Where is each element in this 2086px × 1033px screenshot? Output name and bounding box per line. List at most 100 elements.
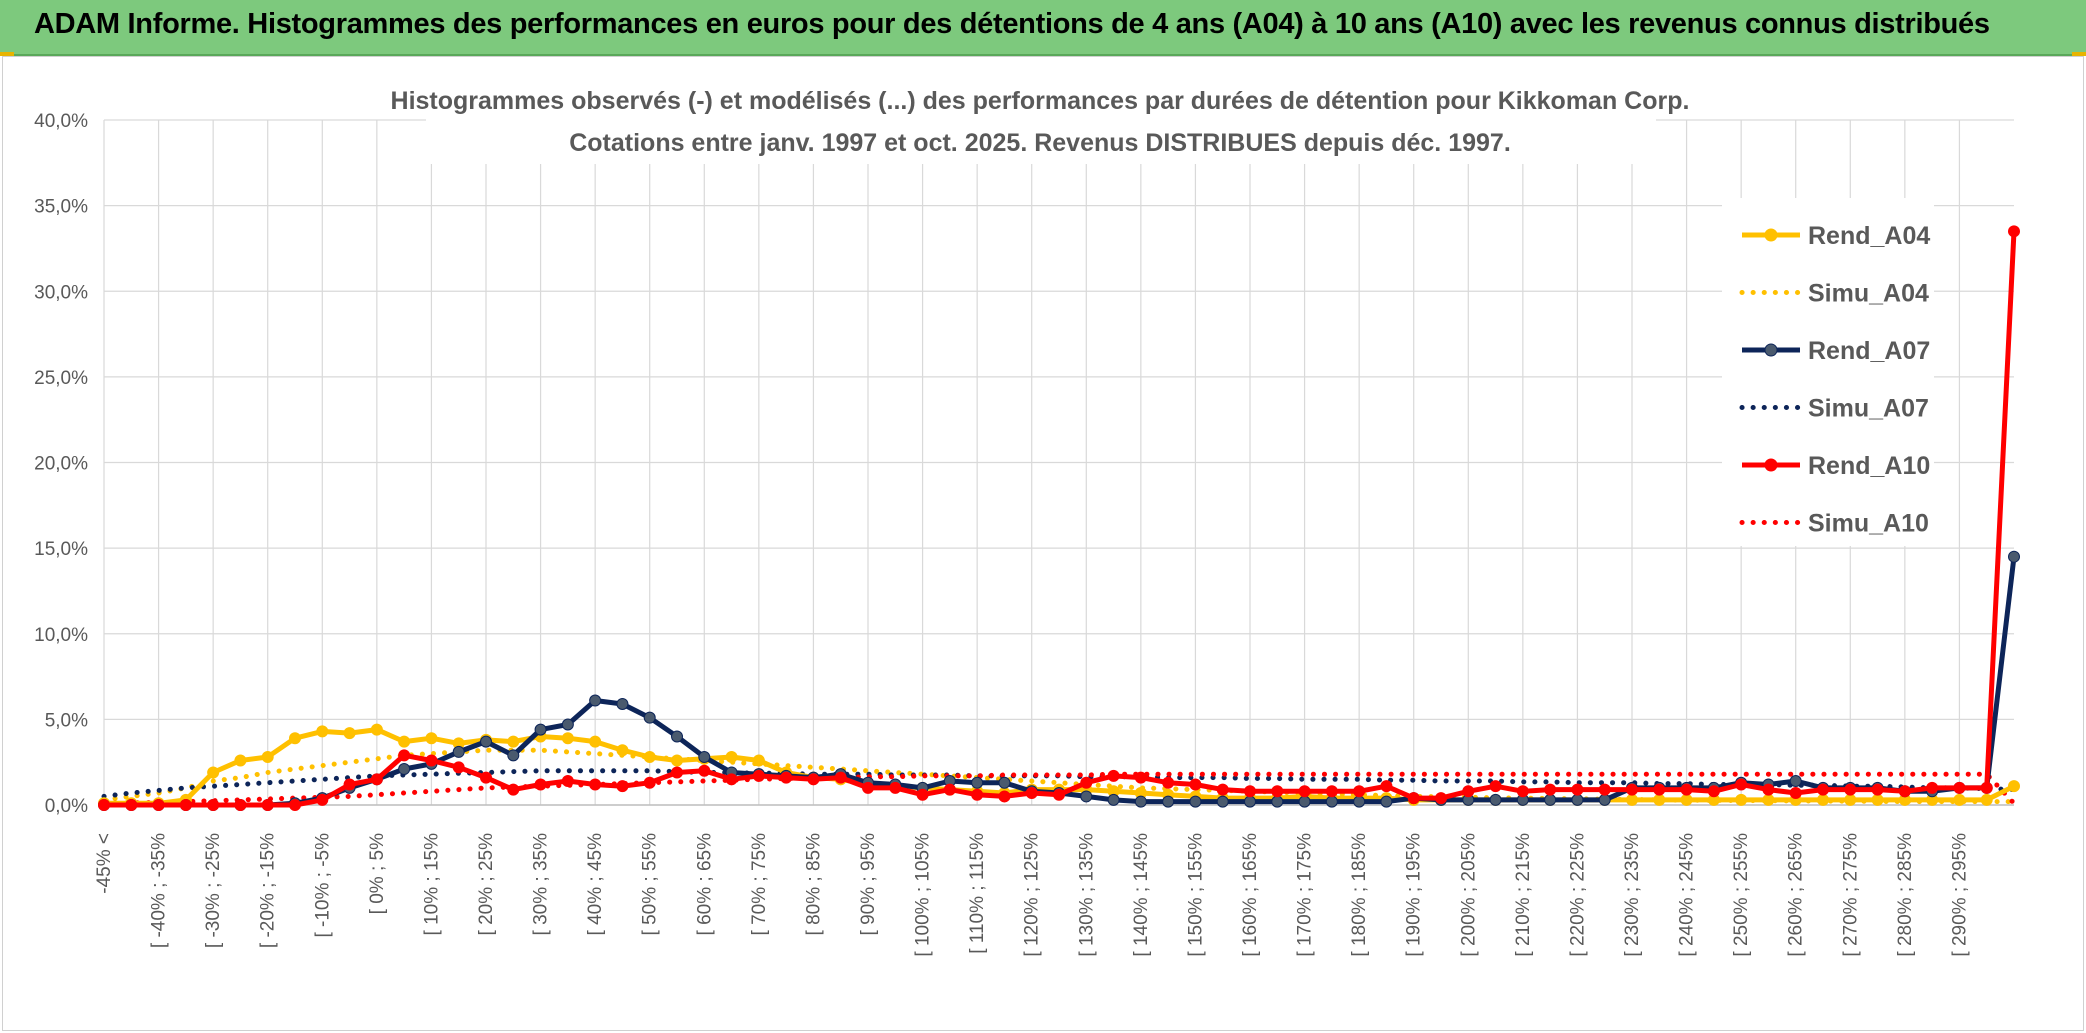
title-background bbox=[426, 78, 1656, 164]
y-axis-ticks: 0,0% 5,0% 10,0% 15,0% 20,0% 25,0% 30,0% 35,0% 40… bbox=[34, 111, 88, 817]
legend-label-simu-a10: Simu_A10 bbox=[1808, 510, 1929, 538]
data-point-rend-a04 bbox=[561, 732, 574, 745]
data-point-rend-a04 bbox=[1817, 793, 1829, 806]
data-point-rend-a07 bbox=[671, 730, 683, 743]
data-point-rend-a07 bbox=[480, 735, 492, 748]
data-point-rend-a04 bbox=[1626, 793, 1638, 806]
legend-marker-rend-a04 bbox=[1764, 228, 1778, 242]
data-point-rend-a04 bbox=[1953, 793, 1966, 806]
data-point-rend-a10 bbox=[1162, 776, 1175, 789]
data-point-rend-a10 bbox=[1762, 783, 1775, 796]
data-point-rend-a10 bbox=[1025, 787, 1038, 800]
data-point-rend-a04 bbox=[1762, 793, 1775, 806]
data-point-rend-a10 bbox=[643, 776, 656, 789]
corner-mark-left bbox=[0, 52, 14, 56]
data-point-rend-a10 bbox=[589, 778, 602, 791]
data-point-rend-a04 bbox=[261, 751, 274, 764]
data-point-rend-a10 bbox=[1844, 783, 1857, 796]
legend-marker-rend-a10 bbox=[1764, 458, 1778, 472]
x-tick-label: [ 240% ; 245% bbox=[1677, 833, 1698, 957]
data-point-rend-a10 bbox=[1898, 785, 1911, 798]
data-point-rend-a04 bbox=[1653, 793, 1666, 806]
x-tick-label: [ 170% ; 175% bbox=[1295, 833, 1316, 957]
data-point-rend-a10 bbox=[1216, 783, 1229, 796]
series-line-simu-a10 bbox=[101, 771, 2017, 806]
data-point-rend-a10 bbox=[752, 769, 765, 782]
data-point-rend-a10 bbox=[370, 773, 383, 786]
data-point-rend-a10 bbox=[398, 749, 411, 762]
data-point-rend-a10 bbox=[452, 761, 465, 774]
data-point-rend-a04 bbox=[507, 735, 520, 748]
data-point-rend-a07 bbox=[1380, 795, 1393, 808]
x-tick-label: [ 100% ; 105% bbox=[913, 833, 934, 957]
data-point-rend-a10 bbox=[1380, 780, 1393, 793]
data-point-rend-a04 bbox=[1735, 793, 1748, 806]
x-tick-label: [ 10% ; 15% bbox=[421, 833, 442, 936]
x-tick-label: [ 140% ; 145% bbox=[1131, 833, 1152, 957]
chart-frame bbox=[2, 56, 2084, 1031]
x-tick-label: [ 130% ; 135% bbox=[1076, 833, 1097, 957]
data-point-rend-a07 bbox=[507, 749, 520, 762]
data-point-rend-a10 bbox=[1926, 781, 1939, 794]
data-point-rend-a10 bbox=[234, 799, 247, 811]
data-point-rend-a10 bbox=[1325, 785, 1338, 798]
x-tick-label: [ 210% ; 215% bbox=[1513, 833, 1534, 957]
data-point-rend-a10 bbox=[289, 799, 301, 811]
data-point-rend-a04 bbox=[316, 725, 329, 738]
y-tick-label: 30,0% bbox=[34, 282, 88, 303]
data-point-rend-a10 bbox=[725, 773, 738, 786]
data-point-rend-a10 bbox=[480, 771, 492, 784]
corner-mark-right bbox=[2072, 52, 2086, 56]
data-point-rend-a04 bbox=[1680, 793, 1693, 806]
data-point-rend-a10 bbox=[916, 788, 929, 801]
data-point-rend-a10 bbox=[616, 780, 629, 793]
x-tick-label: [ -10% ; -5% bbox=[312, 833, 333, 938]
data-point-rend-a04 bbox=[370, 723, 383, 736]
y-tick-label: 10,0% bbox=[34, 625, 88, 646]
legend-label-simu-a04: Simu_A04 bbox=[1808, 280, 1929, 308]
data-point-rend-a07 bbox=[534, 723, 547, 736]
data-point-rend-a04 bbox=[234, 754, 247, 767]
data-point-rend-a10 bbox=[1353, 785, 1366, 798]
series-layer bbox=[98, 225, 2020, 811]
data-point-rend-a07 bbox=[1489, 793, 1502, 806]
data-point-rend-a10 bbox=[671, 766, 683, 779]
data-point-rend-a10 bbox=[343, 778, 356, 791]
x-tick-label: [ 120% ; 125% bbox=[1022, 833, 1043, 957]
y-tick-label: 5,0% bbox=[45, 710, 88, 731]
data-point-rend-a10 bbox=[1871, 783, 1884, 796]
x-tick-label: [ 160% ; 165% bbox=[1240, 833, 1261, 957]
data-point-rend-a07 bbox=[616, 697, 629, 710]
data-point-rend-a10 bbox=[971, 788, 984, 801]
data-point-rend-a04 bbox=[207, 766, 220, 779]
data-point-rend-a10 bbox=[1134, 771, 1147, 784]
data-point-rend-a04 bbox=[1980, 793, 1993, 806]
x-tick-label: [ 50% ; 55% bbox=[640, 833, 661, 936]
legend-label-rend-a10: Rend_A10 bbox=[1808, 452, 1930, 480]
data-point-rend-a10 bbox=[1516, 785, 1529, 798]
page-title: ADAM Informe. Histogrammes des performan… bbox=[34, 8, 1990, 40]
data-point-rend-a07 bbox=[1080, 790, 1093, 803]
data-point-rend-a10 bbox=[261, 799, 274, 811]
data-point-rend-a07 bbox=[1298, 795, 1311, 808]
data-point-rend-a10 bbox=[561, 775, 574, 788]
x-tick-label: [ 0% ; 5% bbox=[367, 833, 388, 914]
data-point-rend-a10 bbox=[125, 799, 138, 811]
data-point-rend-a10 bbox=[98, 799, 110, 811]
data-point-rend-a10 bbox=[780, 771, 793, 784]
data-point-rend-a07 bbox=[643, 711, 656, 724]
data-point-rend-a10 bbox=[1107, 769, 1120, 782]
data-point-rend-a10 bbox=[1735, 778, 1748, 791]
data-point-rend-a10 bbox=[1653, 783, 1666, 796]
data-point-rend-a10 bbox=[1680, 783, 1693, 796]
data-point-rend-a10 bbox=[1053, 788, 1065, 801]
data-point-rend-a10 bbox=[1080, 776, 1093, 789]
legend-label-rend-a07: Rend_A07 bbox=[1808, 337, 1930, 365]
y-tick-label: 15,0% bbox=[34, 539, 88, 560]
data-point-rend-a10 bbox=[1544, 783, 1557, 796]
x-tick-label: [ 190% ; 195% bbox=[1404, 833, 1425, 957]
data-point-rend-a10 bbox=[1626, 783, 1638, 796]
data-point-rend-a07 bbox=[1189, 795, 1202, 808]
data-point-rend-a07 bbox=[1244, 795, 1256, 808]
data-point-rend-a10 bbox=[1789, 787, 1802, 800]
